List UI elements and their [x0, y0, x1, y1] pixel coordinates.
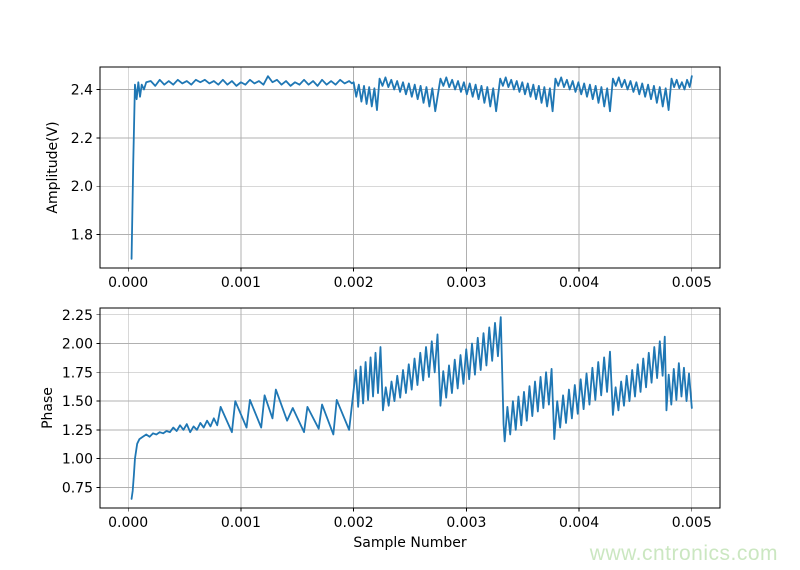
- y-tick-label: 1.8: [71, 228, 93, 244]
- y-tick-label: 2.00: [62, 337, 93, 353]
- y-axis-label: Phase: [40, 387, 56, 429]
- x-tick-label: 0.003: [446, 275, 486, 291]
- y-tick-label: 2.0: [71, 179, 93, 195]
- ticks: [96, 89, 693, 272]
- x-tick-label: 0.004: [559, 515, 599, 531]
- subplot-1: 0.000 0.001 0.002 0.003 0.004 0.005 1.8 2.0 2.2 2…: [45, 66, 721, 291]
- tick-labels: 0.000 0.001 0.002 0.003 0.004 0.005 0.75 1.00 1.…: [62, 308, 712, 531]
- x-tick-label: 0.000: [108, 275, 148, 291]
- x-tick-label: 0.004: [559, 275, 599, 291]
- x-tick-label: 0.002: [334, 515, 374, 531]
- y-tick-label: 1.50: [62, 394, 93, 410]
- x-tick-label: 0.005: [672, 515, 712, 531]
- y-tick-label: 2.4: [71, 82, 93, 98]
- x-tick-label: 0.001: [221, 515, 261, 531]
- x-tick-label: 0.000: [108, 515, 148, 531]
- tick-labels: 0.000 0.001 0.002 0.003 0.004 0.005 1.8 2.0 2.2 2…: [71, 82, 712, 291]
- y-tick-label: 1.75: [62, 365, 93, 381]
- grid-lines: [100, 67, 720, 268]
- y-tick-label: 0.75: [62, 480, 93, 496]
- series-line-amplitude: [130, 75, 693, 260]
- x-tick-label: 0.005: [672, 275, 712, 291]
- x-tick-label: 0.001: [221, 275, 261, 291]
- subplot-2: 0.000 0.001 0.002 0.003 0.004 0.005 0.75 1.00 1.…: [40, 307, 721, 551]
- y-tick-label: 2.25: [62, 308, 93, 324]
- y-axis-label: Amplitude(V): [45, 121, 61, 213]
- series-line-phase: [130, 316, 693, 500]
- x-axis-label: Sample Number: [353, 535, 466, 551]
- x-tick-label: 0.002: [334, 275, 374, 291]
- y-tick-label: 1.00: [62, 452, 93, 468]
- watermark-text: www.cntronics.com: [589, 542, 778, 565]
- y-tick-label: 1.25: [62, 423, 93, 439]
- y-tick-label: 2.2: [71, 131, 93, 147]
- grid-lines: [100, 308, 720, 508]
- axes-frame: [99, 307, 721, 509]
- axes-frame: [99, 66, 721, 269]
- ticks: [96, 314, 693, 512]
- x-tick-label: 0.003: [446, 515, 486, 531]
